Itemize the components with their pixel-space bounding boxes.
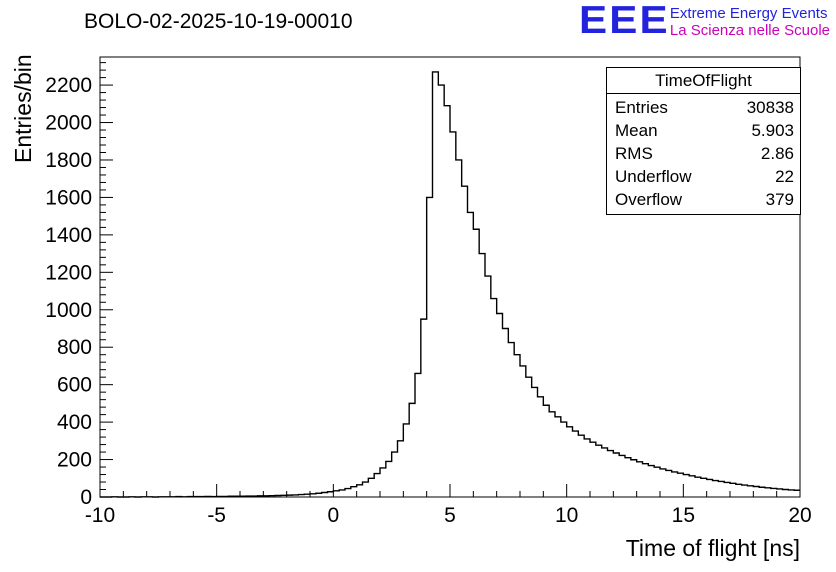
- stat-value: 379: [765, 190, 794, 209]
- x-axis-label: Time of flight [ns]: [625, 535, 800, 561]
- x-tick-label: -5: [207, 504, 226, 527]
- x-tick-label: 10: [555, 504, 578, 527]
- stat-value: 30838: [746, 98, 794, 117]
- stat-row-entries: Entries 30838: [615, 96, 794, 119]
- stat-row-overflow: Overflow 379: [615, 188, 794, 211]
- y-tick-label: 400: [57, 411, 92, 434]
- stat-label: Mean: [615, 121, 658, 140]
- x-tick-label: 15: [672, 504, 695, 527]
- eee-logo-line1: Extreme Energy Events: [669, 5, 828, 22]
- y-tick-label: 1000: [45, 299, 92, 322]
- y-tick-label: 800: [57, 336, 92, 359]
- x-tick-label: 20: [788, 504, 811, 527]
- eee-logo-line2: La Scienza nelle Scuole: [669, 22, 830, 39]
- stats-box-rows: Entries 30838 Mean 5.903 RMS 2.86 Underf…: [607, 94, 800, 214]
- histogram-line: [100, 71, 800, 498]
- x-tick-label: 0: [327, 504, 339, 527]
- y-tick-label: 200: [57, 449, 92, 472]
- stat-value: 5.903: [751, 121, 794, 140]
- stat-label: Entries: [615, 98, 668, 117]
- stat-row-rms: RMS 2.86: [615, 142, 794, 165]
- x-tick-label: -10: [85, 504, 115, 527]
- y-axis-label: Entries/bin: [10, 54, 36, 163]
- stats-box: TimeOfFlight Entries 30838 Mean 5.903 RM…: [606, 67, 801, 215]
- stats-box-title: TimeOfFlight: [607, 68, 800, 94]
- y-tick-label: 1200: [45, 261, 92, 284]
- y-tick-label: 0: [80, 486, 92, 509]
- eee-logo-letters: EEE: [578, 0, 670, 42]
- y-tick-label: 2000: [45, 112, 92, 135]
- x-tick-label: 5: [444, 504, 456, 527]
- eee-logo-text: Extreme Energy Events La Scienza nelle S…: [670, 2, 830, 39]
- y-tick-label: 2200: [45, 74, 92, 97]
- y-tick-label: 600: [57, 374, 92, 397]
- y-tick-label: 1600: [45, 186, 92, 209]
- stat-row-mean: Mean 5.903: [615, 119, 794, 142]
- stat-value: 2.86: [760, 144, 794, 163]
- stat-label: Overflow: [615, 190, 683, 209]
- y-tick-label: 1400: [45, 224, 92, 247]
- plot-title: BOLO-02-2025-10-19-00010: [84, 10, 353, 33]
- stat-label: Underflow: [615, 167, 692, 186]
- stat-value: 22: [775, 167, 794, 186]
- y-tick-label: 1800: [45, 149, 92, 172]
- stat-label: RMS: [615, 144, 653, 163]
- stat-row-underflow: Underflow 22: [615, 165, 794, 188]
- eee-logo: EEE Extreme Energy Events La Scienza nel…: [578, 0, 830, 42]
